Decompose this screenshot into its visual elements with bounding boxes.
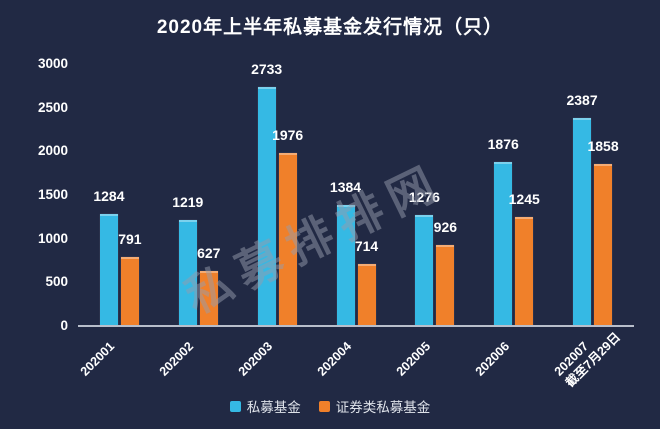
x-label-202005: 202005 — [393, 339, 434, 380]
x-label-202002: 202002 — [156, 339, 197, 380]
bar-securities-private-fund-202006 — [515, 217, 534, 326]
x-label-202003: 202003 — [235, 339, 276, 380]
value-label-private-fund-202007: 2387 — [566, 91, 598, 108]
legend: 私募基金 证券类私募基金 — [0, 396, 660, 416]
x-label-line: 202005 — [393, 339, 433, 379]
bar-private-fund-202006 — [494, 162, 513, 326]
y-tick-label-2500: 2500 — [37, 99, 68, 115]
y-tick-label-2000: 2000 — [37, 143, 68, 159]
bar-private-fund-202002 — [178, 219, 197, 326]
bar-private-fund-202001 — [99, 213, 118, 326]
value-label-private-fund-202005: 1276 — [408, 188, 440, 205]
x-label-202006: 202006 — [472, 339, 513, 380]
value-label-securities-private-fund-202002: 627 — [197, 245, 221, 262]
value-label-securities-private-fund-202007: 1858 — [587, 137, 619, 154]
bar-private-fund-202003 — [257, 87, 276, 326]
chart-panel: 2020年上半年私募基金发行情况（只） 0 500 1000 1500 2000 2500… — [0, 0, 660, 429]
legend-swatch-securities-private-fund — [318, 400, 330, 412]
value-label-securities-private-fund-202006: 1245 — [508, 191, 540, 208]
y-tick-label-1500: 1500 — [37, 187, 68, 202]
bar-securities-private-fund-202005 — [436, 245, 455, 326]
bar-securities-private-fund-202003 — [278, 153, 297, 326]
legend-item-securities-private-fund: 证券类私募基金 — [318, 396, 431, 416]
y-tick-label-500: 500 — [45, 274, 68, 290]
x-label-line: 202001 — [78, 339, 118, 379]
legend-label-securities-private-fund: 证券类私募基金 — [335, 400, 431, 415]
bar-securities-private-fund-202001 — [120, 256, 139, 326]
value-label-securities-private-fund-202003: 1976 — [272, 127, 304, 144]
bar-securities-private-fund-202007 — [594, 163, 613, 326]
x-axis-line — [78, 325, 634, 327]
value-label-securities-private-fund-202004: 714 — [354, 237, 379, 254]
y-tick-label-0: 0 — [60, 318, 68, 333]
x-label-line: 202002 — [156, 339, 197, 379]
value-label-private-fund-202001: 1284 — [93, 187, 125, 204]
x-label-202004: 202004 — [314, 339, 355, 380]
x-label-line: 202004 — [314, 339, 355, 379]
bar-securities-private-fund-202002 — [199, 271, 218, 326]
legend-swatch-private-fund — [229, 400, 241, 412]
value-label-private-fund-202004: 1384 — [329, 179, 362, 196]
value-label-private-fund-202003: 2733 — [251, 61, 283, 78]
value-label-private-fund-202002: 1219 — [172, 193, 204, 210]
y-tick-label-3000: 3000 — [37, 56, 68, 71]
value-label-securities-private-fund-202001: 791 — [118, 230, 142, 247]
value-label-private-fund-202006: 1876 — [487, 136, 519, 153]
chart-title: 2020年上半年私募基金发行情况（只） — [156, 17, 504, 38]
y-tick-label-1000: 1000 — [37, 230, 68, 246]
value-label-securities-private-fund-202005: 926 — [433, 219, 458, 236]
x-label-202001: 202001 — [77, 339, 118, 380]
bar-private-fund-202004 — [336, 205, 355, 326]
legend-item-private-fund: 私募基金 — [229, 396, 301, 416]
bar-private-fund-202005 — [415, 214, 434, 326]
x-label-line: 202006 — [472, 339, 512, 379]
bar-private-fund-202007 — [573, 117, 592, 326]
x-label-202007: 202007 截至7月29日 — [551, 318, 624, 391]
x-label-line: 202003 — [235, 339, 276, 379]
legend-label-private-fund: 私募基金 — [246, 400, 301, 415]
bar-securities-private-fund-202004 — [357, 263, 376, 326]
